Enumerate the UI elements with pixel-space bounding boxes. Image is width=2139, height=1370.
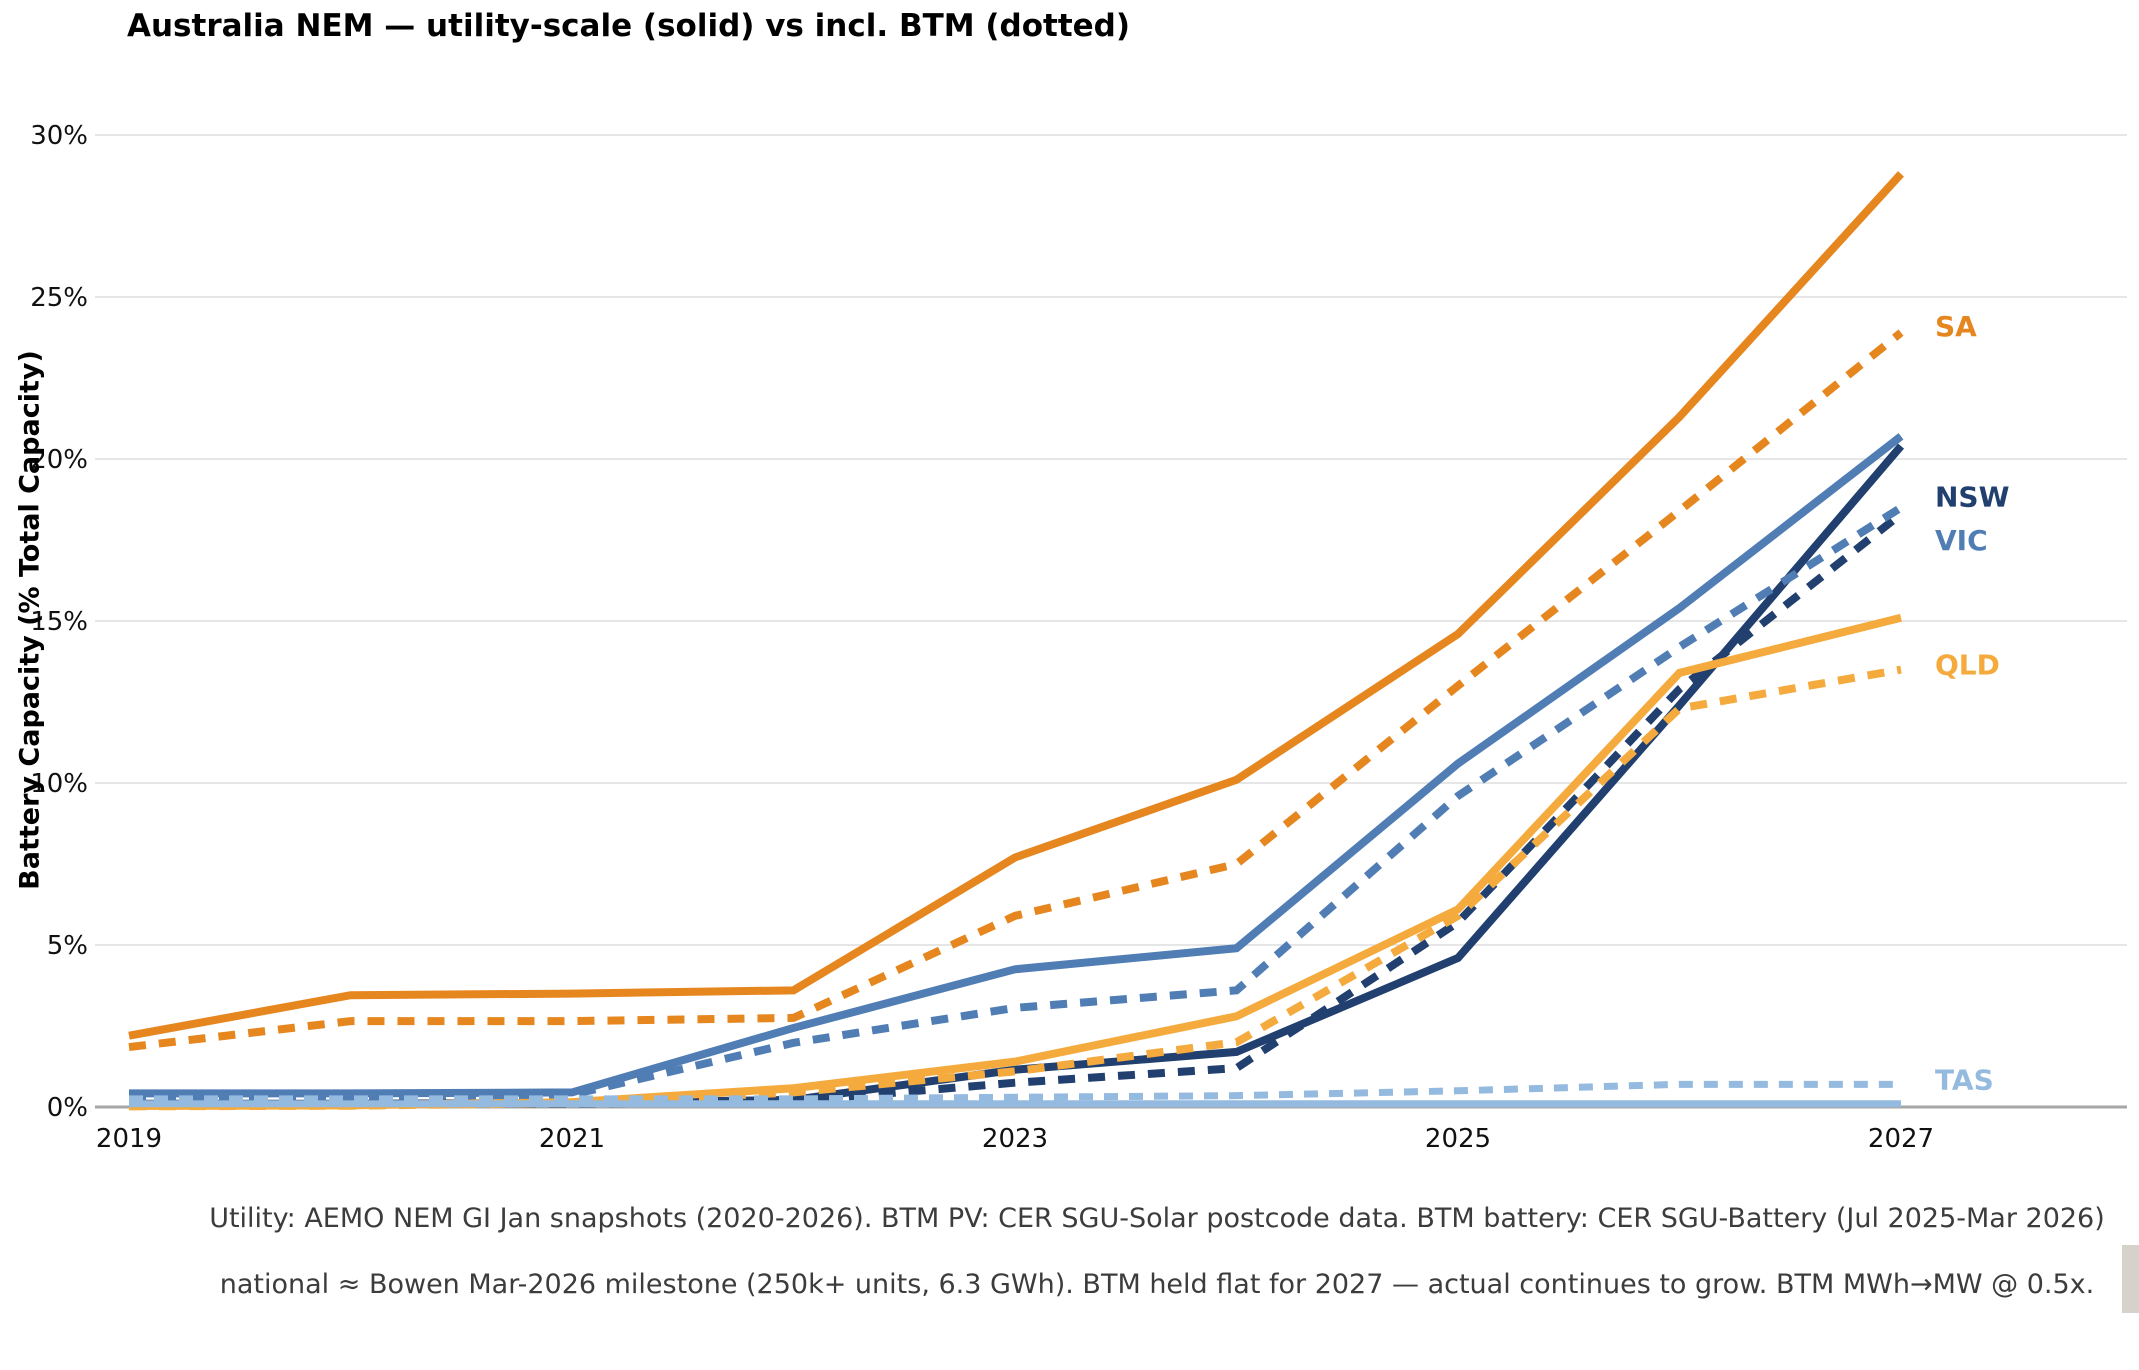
scrollbar-thumb[interactable] [2122, 1245, 2139, 1313]
series-NSW-dotted [129, 510, 1904, 1109]
series-SA-solid [128, 171, 1904, 1040]
series-QLD-dotted [128, 665, 1902, 1111]
series-NSW-solid [129, 443, 1905, 1108]
x-tick-label-2027: 2027 [1868, 1124, 1934, 1154]
x-tick-label-2019: 2019 [96, 1124, 162, 1154]
x-tick-label-2023: 2023 [982, 1124, 1048, 1154]
y-tick-label-25%: 25% [30, 283, 88, 313]
y-tick-label-0%: 0% [47, 1093, 88, 1123]
y-tick-label-20%: 20% [30, 445, 88, 475]
x-tick-label-2025: 2025 [1425, 1124, 1491, 1154]
caption-line-2: national ≈ Bowen Mar-2026 milestone (250… [219, 1269, 2095, 1300]
y-tick-label-30%: 30% [30, 121, 88, 151]
series-TAS-dotted [129, 1080, 1901, 1103]
series-end-label-QLD: QLD [1935, 649, 2000, 682]
series-VIC-solid [129, 433, 1904, 1098]
chart-title: Australia NEM — utility-scale (solid) vs… [127, 8, 1131, 44]
series-end-label-NSW: NSW [1935, 480, 2010, 513]
x-tick-label-2021: 2021 [539, 1124, 605, 1154]
caption-line-1: Utility: AEMO NEM GI Jan snapshots (2020… [209, 1203, 2105, 1234]
y-tick-label-15%: 15% [30, 607, 88, 637]
series-VIC-dotted [129, 504, 1904, 1101]
y-tick-label-10%: 10% [30, 769, 88, 799]
series-SA-dotted [128, 329, 1904, 1052]
series-end-label-SA: SA [1935, 310, 1977, 343]
y-tick-label-5%: 5% [47, 931, 88, 961]
series-end-label-VIC: VIC [1935, 524, 1988, 557]
series-end-label-TAS: TAS [1935, 1063, 1994, 1096]
y-axis-title: Battery Capacity (% Total Capacity) [14, 350, 46, 890]
